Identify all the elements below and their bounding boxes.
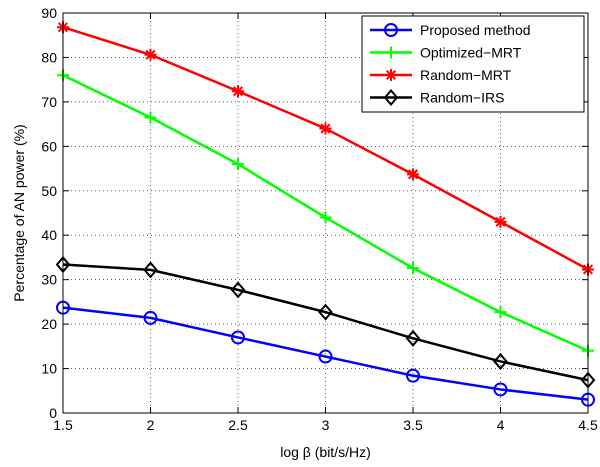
data-point-marker (385, 69, 397, 81)
y-tick-label: 60 (41, 138, 57, 154)
y-tick-label: 80 (41, 49, 57, 65)
y-tick-label: 70 (41, 94, 57, 110)
data-point-marker (143, 261, 158, 279)
x-tick-label: 4 (497, 417, 505, 433)
data-point-marker (319, 122, 332, 135)
data-point-marker (405, 329, 421, 347)
x-tick-label: 2 (147, 417, 155, 433)
y-tick-label: 50 (41, 183, 57, 199)
data-point-marker (406, 368, 420, 383)
data-point-marker (494, 306, 507, 319)
data-point-marker (493, 352, 508, 370)
y-tick-label: 40 (41, 227, 57, 243)
data-point-marker (144, 48, 157, 61)
data-point-marker (232, 158, 244, 171)
y-tick-label: 10 (41, 361, 57, 377)
data-point-marker (384, 23, 398, 37)
y-tick-label: 20 (41, 316, 57, 332)
legend-label: Random−MRT (420, 67, 512, 83)
x-tick-label: 3.5 (403, 417, 423, 433)
x-tick-label: 1.5 (53, 417, 73, 433)
x-axis-label: log β (bit/s/Hz) (280, 444, 371, 460)
y-tick-label: 0 (49, 405, 57, 421)
data-point-marker (383, 88, 399, 107)
y-tick-label: 90 (41, 5, 57, 21)
series-line (62, 263, 589, 382)
data-point-marker (494, 215, 507, 228)
legend-label: Random−IRS (420, 90, 504, 106)
data-point-marker (319, 211, 332, 224)
y-tick-label: 30 (41, 272, 57, 288)
series-line (62, 306, 589, 401)
data-point-marker (318, 349, 333, 364)
series-3 (55, 256, 596, 389)
legend-label: Proposed method (420, 22, 531, 38)
data-point-marker (230, 281, 246, 299)
data-point-marker (231, 330, 245, 345)
x-tick-label: 4.5 (578, 417, 598, 433)
x-tick-label: 2.5 (228, 417, 248, 433)
data-point-marker (493, 382, 508, 397)
data-point-marker (232, 85, 244, 98)
legend-entry: Random−MRT (370, 67, 512, 83)
y-axis-label: Percentage of AN power (%) (11, 124, 27, 301)
data-point-marker (407, 168, 419, 181)
data-point-marker (144, 111, 157, 124)
data-point-marker (385, 46, 397, 59)
legend-box (361, 15, 585, 113)
series-0 (56, 300, 595, 407)
legend: Proposed method Optimized−MRT Random−MRT Ra… (361, 15, 585, 113)
data-point-marker (407, 262, 419, 275)
legend-entry: Optimized−MRT (370, 45, 522, 61)
x-tick-label: 3 (322, 417, 330, 433)
legend-label: Optimized−MRT (420, 45, 522, 61)
axis-ticks: 1.5 2 2.5 3 3.5 4 4.5 0 10 20 30 40 50 60 70 80 90 (41, 5, 598, 433)
legend-entry: Random−IRS (370, 88, 504, 107)
data-point-marker (318, 303, 333, 321)
data-point-marker (143, 310, 158, 325)
legend-entry: Proposed method (370, 22, 531, 38)
